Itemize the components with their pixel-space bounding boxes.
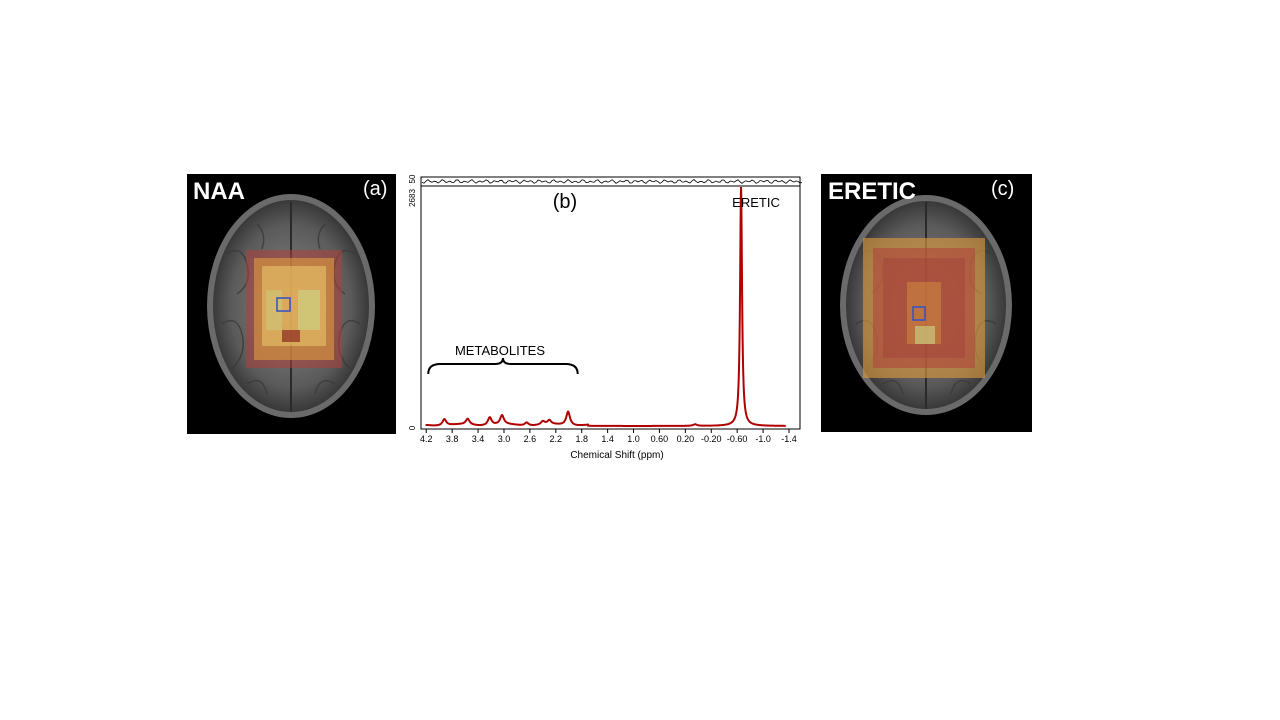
x-tick-label: 1.4 <box>601 434 614 444</box>
plot-frame <box>420 185 801 430</box>
eretic-map-panel: ERETIC (c) <box>821 174 1032 432</box>
x-axis-ticks: 4.2 3.8 3.4 3.0 2.6 2.2 1.8 1.4 1.0 0.60 0.20 -0.20… <box>420 429 797 444</box>
voxel-marker <box>912 306 926 321</box>
naa-map-panel: NAA (a) <box>187 174 396 434</box>
x-tick-label: -1.4 <box>781 434 797 444</box>
x-tick-label: 1.0 <box>627 434 640 444</box>
spectrum-series-line <box>425 186 786 427</box>
metabolites-label: METABOLITES <box>455 343 545 358</box>
x-tick-label: -0.20 <box>701 434 722 444</box>
panel-title-eretic: ERETIC <box>828 178 917 205</box>
x-axis-label: Chemical Shift (ppm) <box>570 450 663 461</box>
eretic-label: ERETIC <box>732 195 780 210</box>
y-tick-label: 0 <box>408 425 417 430</box>
spectrum-panel: 4.2 3.8 3.4 3.0 2.6 2.2 1.8 1.4 1.0 0.60 0.20 -0.20… <box>405 170 805 470</box>
x-tick-label: 0.20 <box>677 434 695 444</box>
x-tick-label: 2.6 <box>524 434 537 444</box>
x-tick-label: 3.4 <box>472 434 485 444</box>
panel-letter-b: (b) <box>553 191 577 213</box>
x-tick-label: 3.0 <box>498 434 511 444</box>
y-tick-label: 2683 <box>408 189 417 207</box>
brain-mri-image <box>840 195 1012 415</box>
voxel-marker <box>276 297 291 312</box>
x-tick-label: 4.2 <box>420 434 433 444</box>
x-tick-label: 2.2 <box>550 434 563 444</box>
x-tick-label: -1.0 <box>755 434 771 444</box>
spectrum-chart: 4.2 3.8 3.4 3.0 2.6 2.2 1.8 1.4 1.0 0.60 0.20 -0.20… <box>408 174 803 461</box>
eretic-overlay-grid <box>863 238 985 378</box>
x-tick-label: 0.60 <box>651 434 669 444</box>
x-tick-label: 1.8 <box>575 434 588 444</box>
panel-letter-c: (c) <box>991 178 1015 200</box>
x-tick-label: 3.8 <box>446 434 459 444</box>
y-axis-ticks: 0 2683 50 <box>408 174 417 430</box>
y-tick-label: 50 <box>408 174 417 183</box>
metabolites-brace <box>427 357 579 375</box>
naa-overlay-grid <box>246 250 342 368</box>
x-tick-label: -0.60 <box>727 434 748 444</box>
brain-mri-image <box>207 194 375 418</box>
panel-letter-a: (a) <box>363 178 388 200</box>
residual-line <box>421 179 803 185</box>
panel-title-naa: NAA <box>193 178 245 205</box>
